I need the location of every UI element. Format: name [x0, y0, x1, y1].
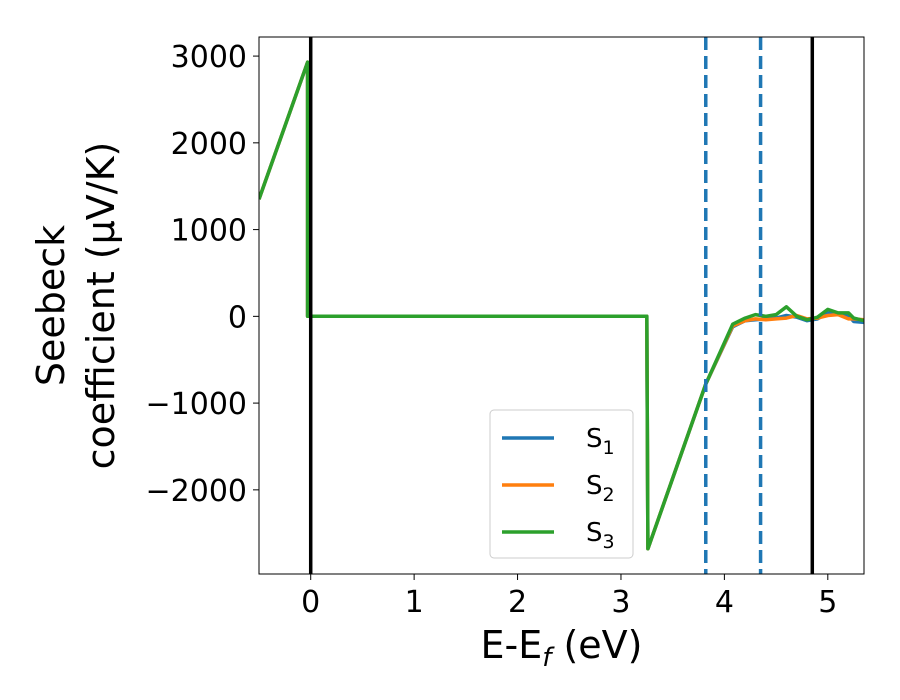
y-axis-title-line2: coefficient (μV/K): [79, 142, 123, 470]
x-tick-label: 4: [715, 585, 734, 620]
legend-label-s3: S3: [586, 518, 615, 553]
x-axis: 0 1 2 3 4 5: [301, 574, 837, 620]
y-axis: 3000 2000 1000 0 −1000 −2000: [146, 40, 259, 509]
y-tick-label: 0: [228, 300, 247, 335]
x-tick-label: 5: [818, 585, 837, 620]
x-axis-title-unit: (eV): [551, 623, 642, 667]
y-tick-label: 3000: [171, 40, 247, 75]
x-tick-label: 3: [611, 585, 630, 620]
y-axis-title-line1: Seebeck: [29, 225, 73, 386]
y-tick-label: 1000: [171, 214, 247, 249]
y-tick-label: −1000: [146, 387, 247, 422]
plot-area: [259, 37, 864, 574]
legend: S1 S2 S3: [489, 409, 634, 559]
legend-label-s1: S1: [586, 424, 615, 459]
x-tick-label: 1: [405, 585, 424, 620]
x-axis-title-main: E-E: [481, 623, 543, 667]
x-tick-label: 0: [301, 585, 320, 620]
axes-frame: [258, 36, 865, 575]
legend-label-s2: S2: [586, 471, 615, 506]
series-line-s3: [259, 60, 864, 551]
legend-box: [489, 409, 634, 559]
x-tick-label: 2: [508, 585, 527, 620]
x-axis-title: E-Ef (eV): [481, 623, 643, 673]
y-tick-label: 2000: [171, 127, 247, 162]
y-tick-label: −2000: [146, 474, 247, 509]
